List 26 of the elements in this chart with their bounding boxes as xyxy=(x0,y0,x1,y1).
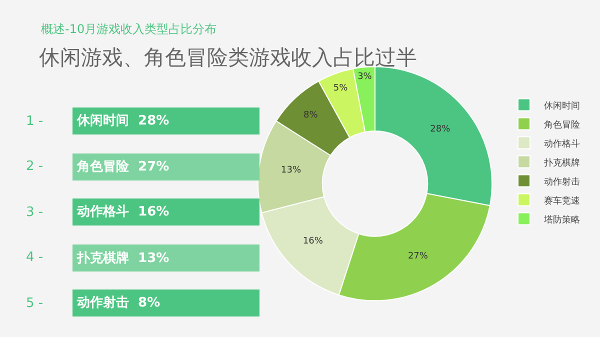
legend-label: 赛车竞速 xyxy=(544,195,580,206)
legend-label: 塔防策略 xyxy=(543,214,580,226)
data-label: 27% xyxy=(408,252,428,262)
text: 扑克棋牌 13% xyxy=(76,250,170,266)
text: 4 - xyxy=(26,250,44,265)
text: 概述-10月游戏收入类型占比分布 xyxy=(41,22,217,36)
text: 2 - xyxy=(26,159,44,174)
text: 动作格斗 16% xyxy=(76,204,170,220)
legend-label: 休闲时间 xyxy=(544,100,580,112)
text: 5 - xyxy=(26,296,44,311)
text: 休闲时间 28% xyxy=(76,114,170,128)
legend-label: 扑克棋牌 xyxy=(543,157,580,168)
data-label: 5% xyxy=(333,83,348,94)
text: 动作射击 8% xyxy=(76,296,160,310)
chart-title: 休闲游戏、角色冒险类游戏收入占比过半 xyxy=(39,46,417,70)
legend-label: 动作格斗 xyxy=(544,138,580,150)
text: 3 - xyxy=(26,205,44,220)
text: 1 - xyxy=(26,114,44,129)
legend-label: 动作射击 xyxy=(544,176,580,188)
data-label: 3% xyxy=(358,72,372,82)
text: 角色冒险 27% xyxy=(76,160,170,174)
data-label: 28% xyxy=(430,124,451,135)
data-label: 16% xyxy=(302,236,324,247)
data-label: 8% xyxy=(303,110,318,120)
data-label: 13% xyxy=(280,165,302,176)
legend-label: 角色冒险 xyxy=(544,119,580,130)
